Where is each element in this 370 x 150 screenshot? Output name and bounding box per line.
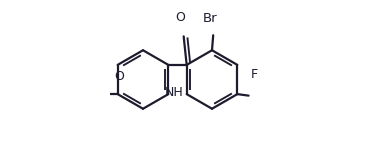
Text: F: F xyxy=(250,69,258,81)
Text: Br: Br xyxy=(203,12,217,25)
Text: NH: NH xyxy=(165,86,184,99)
Text: O: O xyxy=(175,11,185,24)
Text: O: O xyxy=(114,70,124,83)
